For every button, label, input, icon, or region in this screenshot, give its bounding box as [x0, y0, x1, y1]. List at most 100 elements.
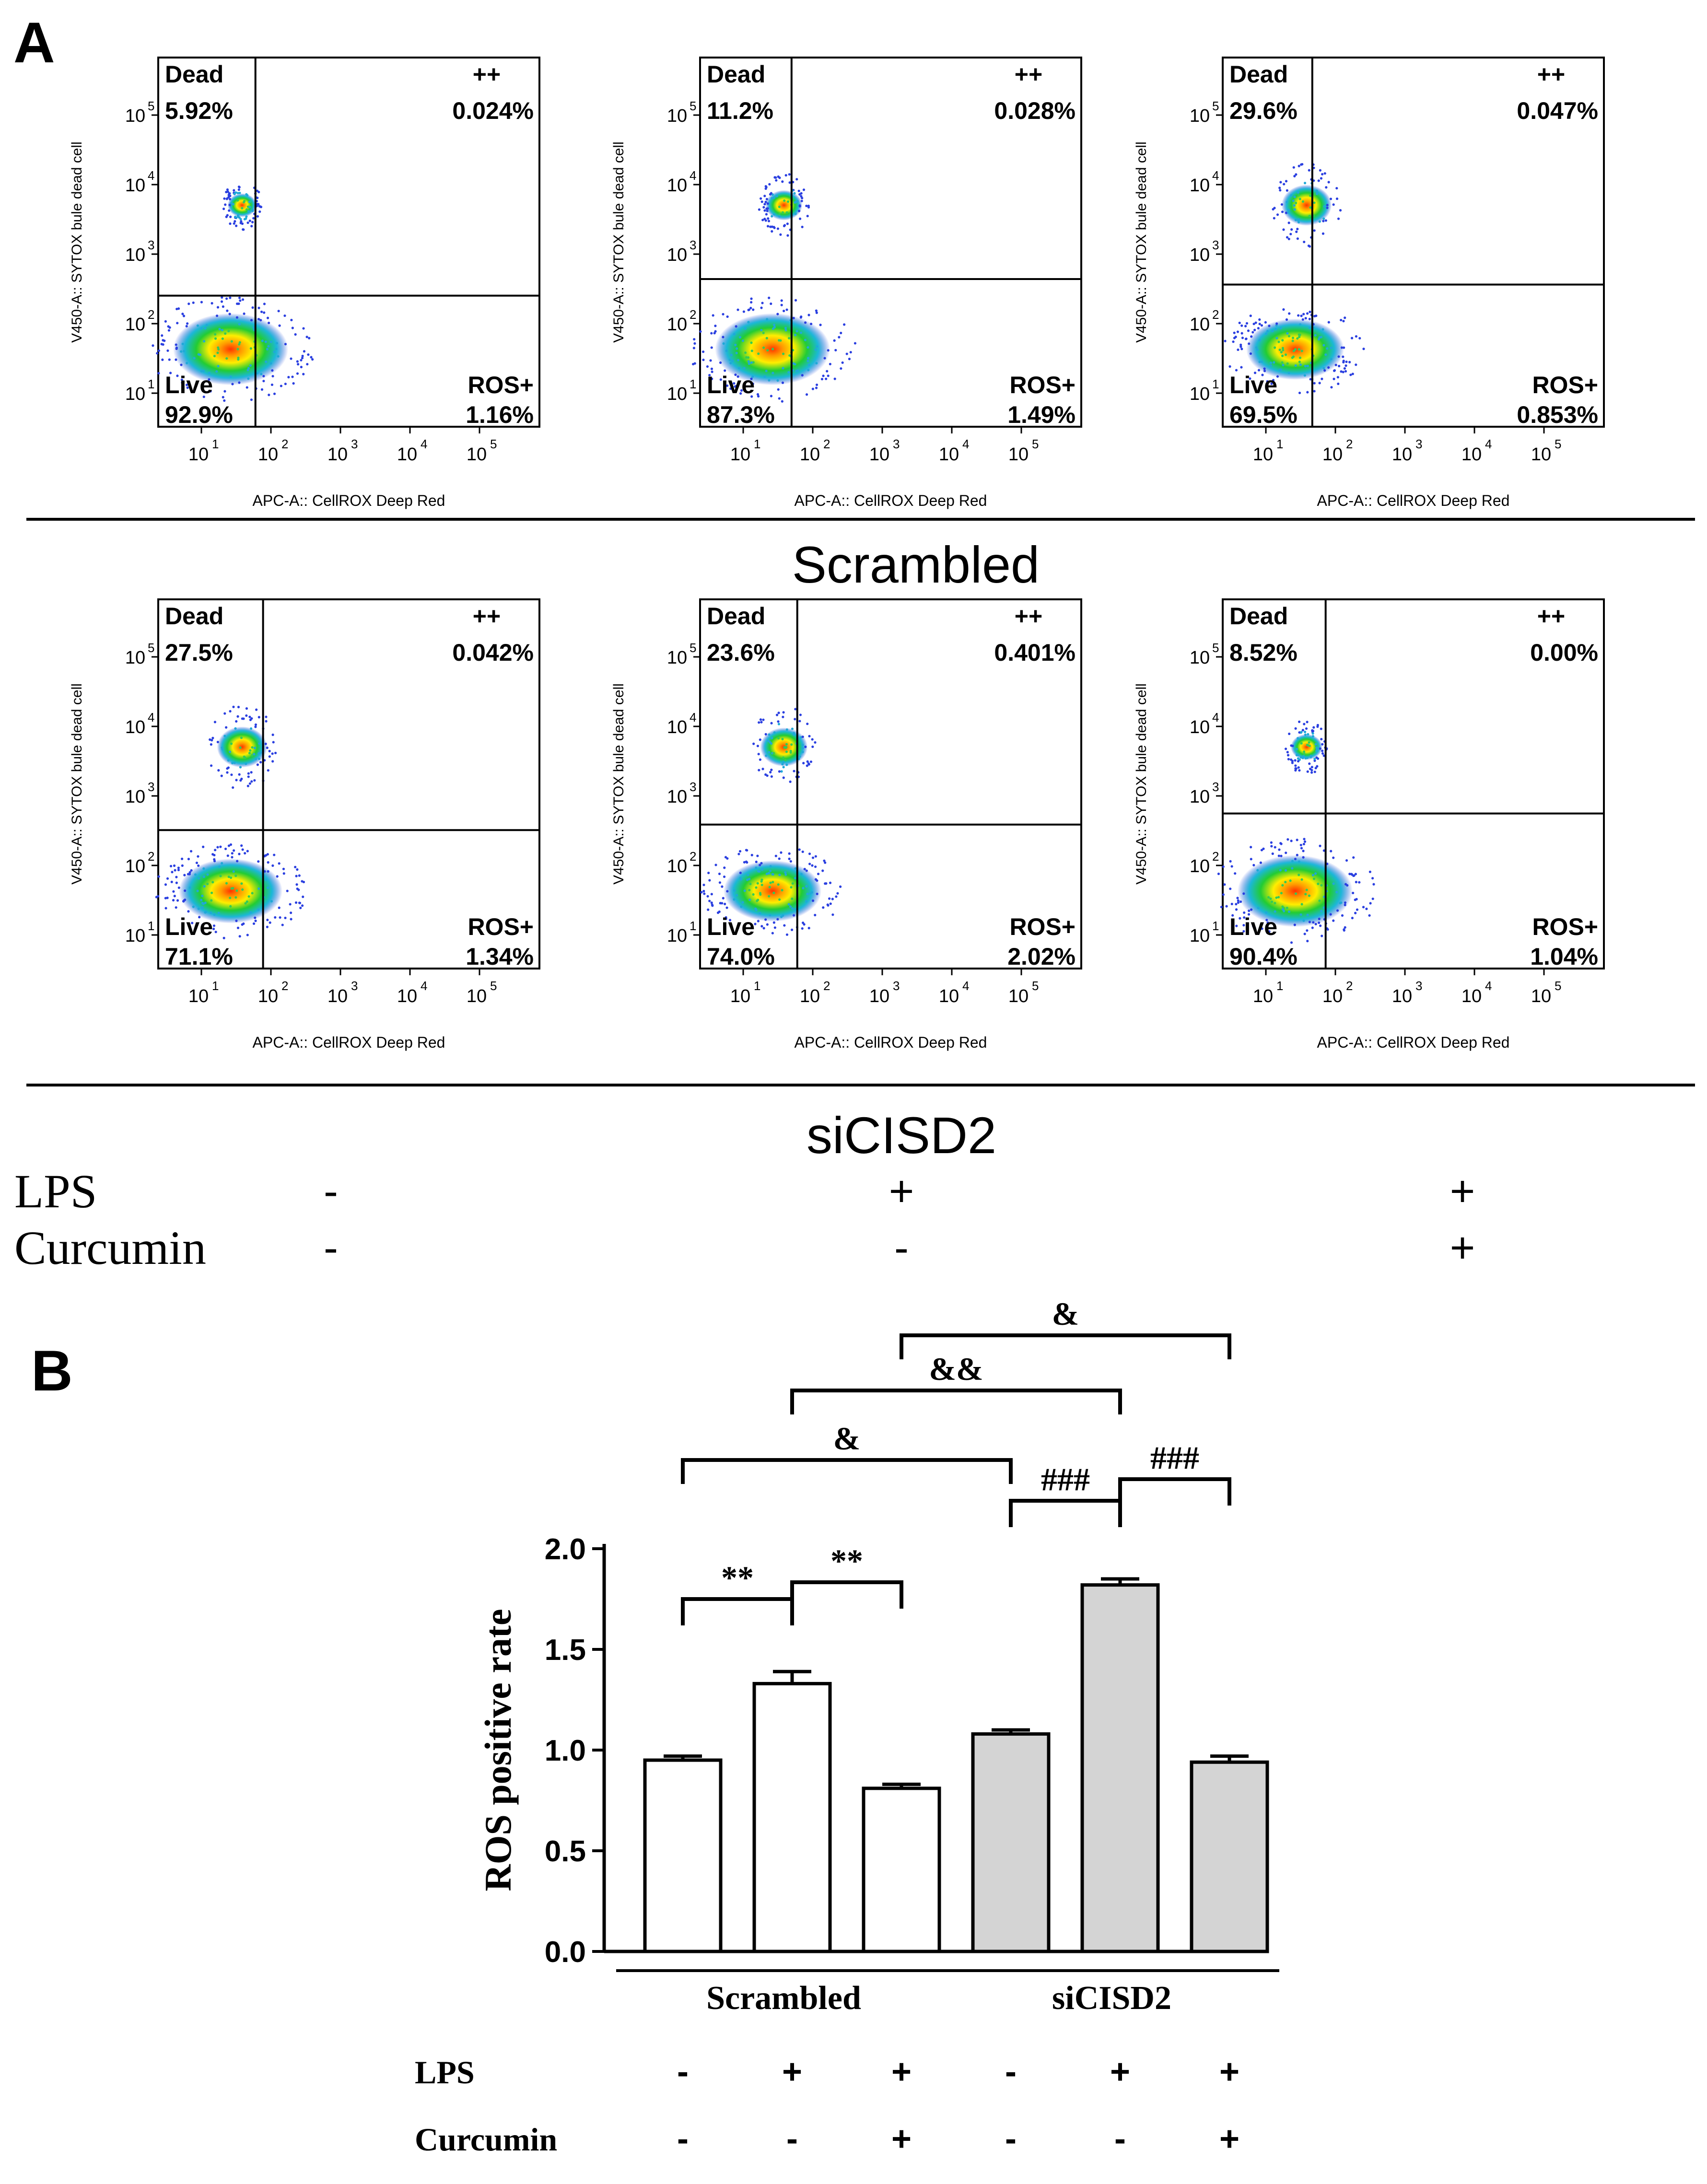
event-dot: [708, 374, 711, 377]
event-dot: [1281, 339, 1284, 342]
event-dot: [761, 219, 764, 222]
event-dot: [765, 873, 768, 876]
event-dot: [1274, 328, 1277, 331]
event-dot: [741, 901, 744, 904]
event-dot: [1306, 721, 1309, 724]
event-dot: [1342, 371, 1345, 374]
event-dot: [702, 350, 705, 353]
event-dot: [759, 911, 761, 915]
event-dot: [264, 340, 267, 343]
event-dot: [157, 349, 161, 352]
y-tick-base: 10: [1190, 648, 1210, 668]
event-dot: [755, 860, 758, 864]
event-dot: [1344, 901, 1347, 904]
event-dot: [771, 215, 773, 218]
event-dot: [186, 386, 189, 389]
event-dot: [1313, 229, 1316, 232]
event-dot: [757, 920, 760, 923]
event-dot: [245, 215, 248, 218]
event-dot: [769, 913, 772, 917]
event-dot: [214, 931, 217, 934]
event-dot: [1257, 369, 1261, 372]
y-tick-base: 10: [125, 926, 145, 946]
event-dot: [759, 758, 762, 761]
bar-4: [971, 1732, 1051, 1953]
event-dot: [247, 775, 250, 778]
x-tick-exponent: 3: [351, 437, 358, 451]
event-dot: [221, 862, 223, 865]
event-dot: [1291, 761, 1294, 764]
event-dot: [762, 206, 765, 209]
event-dot: [287, 376, 290, 379]
event-dot: [1343, 929, 1345, 932]
event-dot: [267, 345, 270, 348]
event-dot: [759, 718, 762, 721]
y-tick-exponent: 4: [148, 710, 154, 724]
event-dot: [1284, 353, 1287, 356]
event-dot: [201, 894, 204, 898]
event-dot: [302, 880, 305, 884]
event-dot: [1286, 906, 1288, 910]
event-dot: [828, 897, 831, 900]
event-dot: [246, 369, 249, 372]
event-dot: [1279, 189, 1282, 192]
event-dot: [1355, 881, 1357, 884]
event-dot: [815, 386, 818, 389]
event-dot: [840, 367, 842, 370]
event-dot: [1298, 348, 1300, 351]
flow-plot-scrambled-lps-curcumin: Dead29.6%++0.047%Live69.5%ROS+0.853%1011…: [1134, 57, 1605, 509]
event-dot: [778, 874, 781, 876]
x-axis-title: APC-A:: CellROX Deep Red: [1317, 1034, 1510, 1051]
event-dot: [227, 329, 230, 333]
event-dot: [233, 222, 235, 225]
y-tick-exponent: 5: [690, 99, 696, 113]
event-dot: [843, 323, 846, 326]
event-dot: [1275, 896, 1278, 899]
event-dot: [1327, 366, 1330, 369]
event-dot: [218, 865, 221, 868]
event-dot: [237, 302, 240, 305]
event-dot: [849, 350, 852, 354]
event-dot: [1342, 360, 1345, 362]
event-dot: [186, 322, 189, 325]
event-dot: [233, 189, 235, 192]
event-dot: [311, 358, 314, 361]
double-label: ++: [1015, 61, 1042, 88]
event-dot: [1349, 374, 1352, 376]
event-dot: [772, 891, 775, 894]
event-dot: [1277, 854, 1280, 857]
event-dot: [193, 357, 196, 360]
event-dot: [1287, 335, 1291, 338]
event-dot: [1326, 347, 1329, 350]
event-dot: [749, 882, 752, 886]
event-dot: [1299, 363, 1302, 366]
event-dot: [267, 769, 269, 772]
event-dot: [1297, 191, 1299, 194]
event-dot: [1306, 312, 1309, 315]
event-dot: [226, 188, 229, 191]
event-dot: [265, 360, 268, 363]
event-dot: [781, 889, 783, 892]
event-dot: [272, 741, 275, 744]
live-density: [179, 858, 283, 923]
event-dot: [1275, 322, 1278, 325]
ros-percent: 1.16%: [466, 401, 534, 428]
x-tick-base: 10: [800, 444, 820, 465]
event-dot: [202, 370, 205, 373]
event-dot: [250, 717, 253, 720]
event-dot: [261, 339, 264, 342]
event-dot: [1254, 321, 1257, 324]
event-dot: [241, 298, 245, 301]
event-dot: [1243, 911, 1246, 914]
event-dot: [758, 769, 760, 771]
event-dot: [282, 867, 285, 870]
event-dot: [831, 898, 834, 900]
event-dot: [759, 864, 761, 866]
event-dot: [778, 215, 781, 218]
event-dot: [166, 349, 169, 352]
event-dot: [707, 908, 710, 911]
event-dot: [234, 215, 237, 218]
event-dot: [783, 224, 786, 227]
event-dot: [808, 892, 811, 895]
event-dot: [773, 213, 776, 216]
